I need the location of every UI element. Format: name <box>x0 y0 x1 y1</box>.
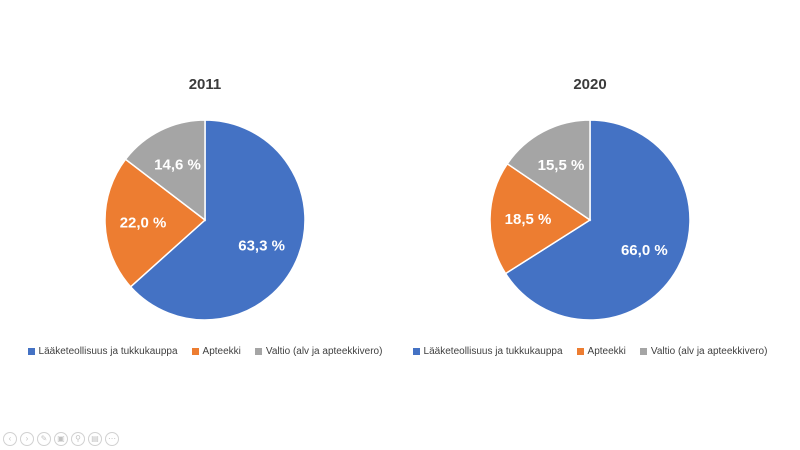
legend-label: Apteekki <box>587 346 626 357</box>
pie-svg: 66,0 % 18,5 % 15,5 % <box>489 119 691 321</box>
more-icon[interactable]: ⋯ <box>105 432 119 446</box>
data-label: 66,0 % <box>621 242 668 259</box>
chart-legend: Lääketeollisuus ja tukkukauppa Apteekki … <box>15 346 395 357</box>
legend-label: Valtio (alv ja apteekkivero) <box>650 346 768 357</box>
pie-slice-2 <box>489 162 592 275</box>
subtitles-icon[interactable]: ▤ <box>88 432 102 446</box>
legend-swatch <box>254 348 262 355</box>
pie-slice-3 <box>506 119 591 222</box>
pen-icon[interactable]: ✎ <box>37 432 51 446</box>
data-label: 22,0 % <box>120 214 167 231</box>
previous-icon[interactable]: ‹ <box>3 432 17 446</box>
legend-item-valtio: Valtio (alv ja apteekkivero) <box>639 346 768 357</box>
data-label: 15,5 % <box>538 157 585 174</box>
legend-item-laaketeollisuus: Lääketeollisuus ja tukkukauppa <box>412 346 563 357</box>
chart-title: 2011 <box>188 76 222 93</box>
legend-item-laaketeollisuus: Lääketeollisuus ja tukkukauppa <box>27 346 178 357</box>
pie-slice-3 <box>124 119 206 222</box>
pie-chart-2020: 2020 66,0 % 18,5 % 15,5 % Lääketeollisuus … <box>400 60 780 380</box>
legend-item-valtio: Valtio (alv ja apteekkivero) <box>254 346 383 357</box>
legend-swatch <box>576 348 584 355</box>
legend-swatch <box>191 348 199 355</box>
legend-swatch <box>27 348 35 355</box>
pie-slice-2 <box>104 158 207 288</box>
chart-title: 2020 <box>573 76 607 93</box>
data-label: 18,5 % <box>505 211 552 228</box>
legend-item-apteekki: Apteekki <box>191 346 241 357</box>
pie-slice-1 <box>504 119 691 321</box>
legend-label: Lääketeollisuus ja tukkukauppa <box>38 346 178 357</box>
zoom-icon[interactable]: ⚲ <box>71 432 85 446</box>
legend-swatch <box>639 348 647 355</box>
legend-label: Apteekki <box>202 346 241 357</box>
pie-svg: 63,3 % 22,0 % 14,6 % <box>104 119 306 321</box>
data-label: 14,6 % <box>154 156 201 173</box>
chart-legend: Lääketeollisuus ja tukkukauppa Apteekki … <box>400 346 780 357</box>
slideshow-toolbar: ‹ › ✎ ▣ ⚲ ▤ ⋯ <box>3 432 119 446</box>
legend-item-apteekki: Apteekki <box>576 346 626 357</box>
legend-swatch <box>412 348 420 355</box>
next-icon[interactable]: › <box>20 432 34 446</box>
data-label: 63,3 % <box>238 237 285 254</box>
pie-chart-2011: 2011 63,3 % 22,0 % 14,6 % Lääketeollisuus … <box>15 60 395 380</box>
legend-label: Lääketeollisuus ja tukkukauppa <box>423 346 563 357</box>
slides-icon[interactable]: ▣ <box>54 432 68 446</box>
pie-slice-1 <box>129 119 306 321</box>
legend-label: Valtio (alv ja apteekkivero) <box>265 346 383 357</box>
